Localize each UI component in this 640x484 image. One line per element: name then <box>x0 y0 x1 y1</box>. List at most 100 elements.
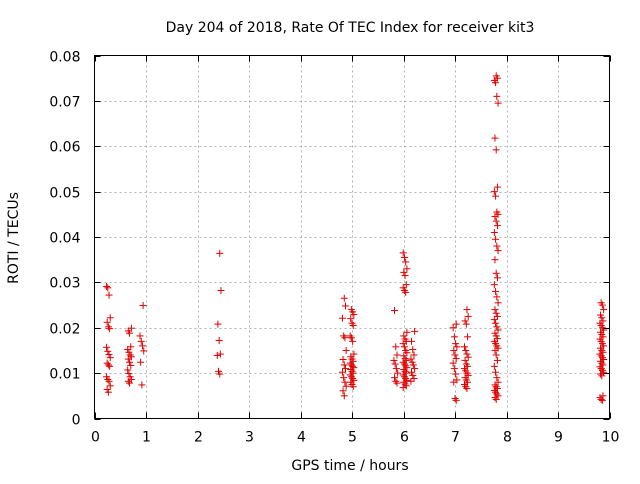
data-point <box>105 291 113 299</box>
data-point <box>452 355 460 363</box>
data-point <box>136 332 144 340</box>
data-point <box>449 324 457 332</box>
data-point <box>340 332 348 340</box>
data-point <box>400 373 408 381</box>
data-point <box>490 316 498 324</box>
data-point <box>347 315 355 323</box>
data-point <box>341 334 349 342</box>
data-point <box>402 362 410 370</box>
data-point <box>391 360 399 368</box>
data-point <box>411 365 419 373</box>
chart-title: Day 204 of 2018, Rate Of TEC Index for r… <box>166 20 535 36</box>
y-tick-label: 0.07 <box>49 95 80 111</box>
data-point <box>400 378 408 386</box>
x-tick-label: 9 <box>554 430 563 446</box>
data-point <box>599 361 607 369</box>
data-point <box>492 351 500 359</box>
data-point <box>450 378 458 386</box>
data-point <box>494 99 502 107</box>
data-point <box>491 134 499 142</box>
data-point <box>403 364 411 372</box>
data-point <box>403 349 411 357</box>
data-point <box>126 329 134 337</box>
data-point <box>346 332 354 340</box>
data-point <box>341 378 349 386</box>
data-point <box>338 314 346 322</box>
points-layer <box>103 72 608 404</box>
data-point <box>491 346 499 354</box>
data-point <box>452 320 460 328</box>
data-point <box>127 361 135 369</box>
data-point <box>402 281 410 289</box>
data-point <box>399 340 407 348</box>
data-point <box>463 306 471 314</box>
data-point <box>126 351 134 359</box>
data-point <box>493 92 501 100</box>
data-point <box>400 253 408 261</box>
data-point <box>104 375 112 383</box>
data-point <box>492 192 500 200</box>
data-point <box>392 365 400 373</box>
data-point <box>103 343 111 351</box>
data-point <box>462 346 470 354</box>
data-point <box>494 299 502 307</box>
x-tick-label: 3 <box>245 430 254 446</box>
data-point <box>493 274 501 282</box>
data-point <box>402 382 410 390</box>
data-point <box>342 365 350 373</box>
y-tick-label: 0.01 <box>49 367 80 383</box>
data-point <box>349 383 357 391</box>
data-point <box>598 372 606 380</box>
data-point <box>124 377 132 385</box>
data-point <box>216 350 224 358</box>
data-point <box>411 327 419 335</box>
x-tick-label: 10 <box>602 430 620 446</box>
data-point <box>138 342 146 350</box>
data-point <box>349 369 357 377</box>
y-tick-label: 0 <box>72 413 81 429</box>
data-point <box>350 364 358 372</box>
data-point <box>493 385 501 393</box>
data-point <box>409 346 417 354</box>
data-point <box>490 281 498 289</box>
data-point <box>491 256 499 264</box>
data-point <box>450 365 458 373</box>
data-point <box>597 370 605 378</box>
data-point <box>598 396 606 404</box>
grid-layer <box>94 55 610 419</box>
data-point <box>492 309 500 317</box>
data-point <box>410 351 418 359</box>
data-point <box>492 217 500 225</box>
data-point <box>349 337 357 345</box>
data-point <box>402 369 410 377</box>
y-axis-label: ROTI / TECUs <box>6 192 22 284</box>
data-point <box>400 268 408 276</box>
y-tick-label: 0.05 <box>49 186 80 202</box>
data-point <box>493 374 501 382</box>
data-point <box>340 294 348 302</box>
data-point <box>599 392 607 400</box>
data-point <box>490 228 498 236</box>
data-point <box>137 358 145 366</box>
data-point <box>491 381 499 389</box>
data-point <box>600 306 608 314</box>
data-point <box>490 386 498 394</box>
data-point <box>492 79 500 87</box>
data-point <box>494 326 502 334</box>
data-point <box>408 337 416 345</box>
data-point <box>492 235 500 243</box>
data-point <box>409 361 417 369</box>
data-point <box>600 356 608 364</box>
data-point <box>391 374 399 382</box>
data-point <box>124 355 132 363</box>
data-point <box>464 333 472 341</box>
data-point <box>216 370 224 378</box>
data-point <box>391 307 399 315</box>
data-point <box>452 396 460 404</box>
data-point <box>598 359 606 367</box>
data-point <box>402 356 410 364</box>
data-point <box>401 380 409 388</box>
data-point <box>453 343 461 351</box>
x-tick-label: 7 <box>451 430 460 446</box>
data-point <box>347 373 355 381</box>
